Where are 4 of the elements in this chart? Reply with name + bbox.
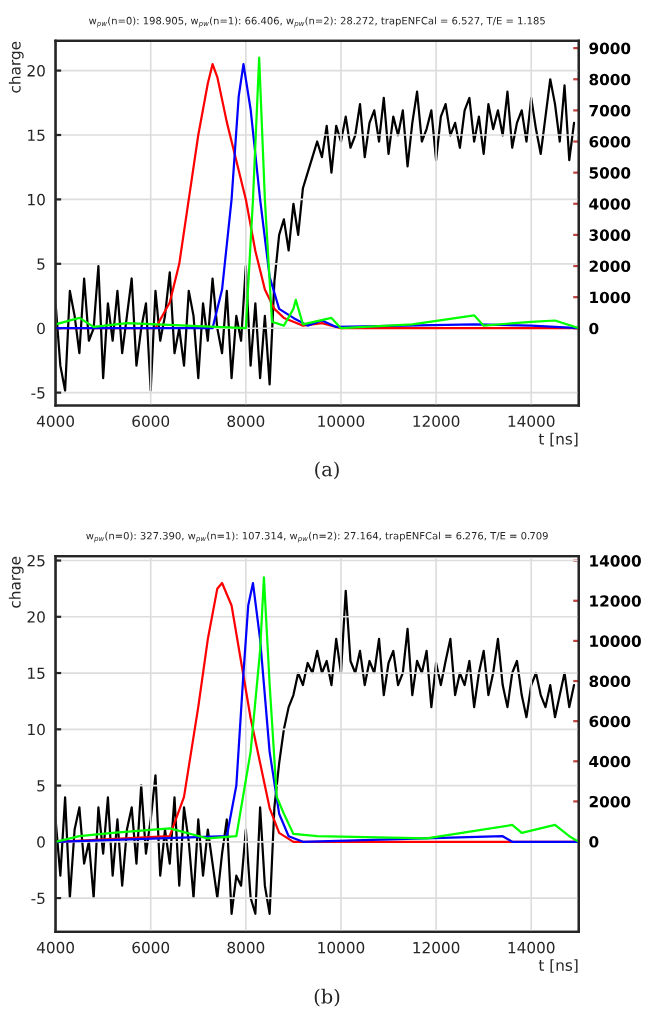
text: (a) <box>315 461 339 480</box>
text: (b) <box>314 988 340 1007</box>
line-series <box>55 78 576 392</box>
line-series <box>55 589 576 915</box>
